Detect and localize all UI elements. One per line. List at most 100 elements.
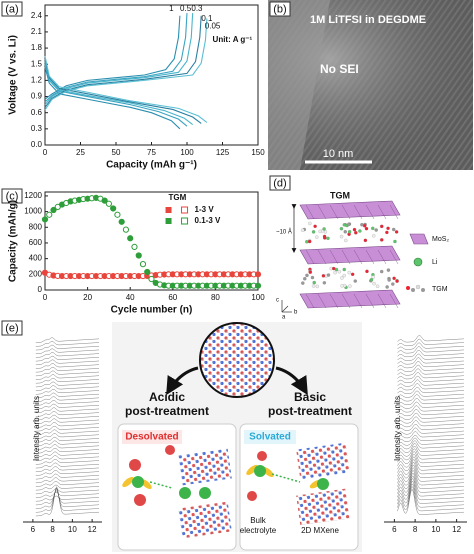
spectrum-trace xyxy=(397,486,464,512)
spectrum-trace xyxy=(35,447,99,454)
x-tick-label: 20 xyxy=(83,293,92,302)
structure-title: TGM xyxy=(330,190,350,200)
spectrum-trace xyxy=(35,433,100,439)
spectrum-trace xyxy=(397,478,464,500)
data-point xyxy=(110,205,117,212)
molecule-atom xyxy=(315,284,319,289)
spectrum-trace xyxy=(397,453,464,468)
y-tick-label: 0.3 xyxy=(31,124,43,133)
molecule-atom xyxy=(333,270,337,275)
legend-label: 0.1-3 V xyxy=(195,216,221,225)
molecule-atom xyxy=(391,282,395,286)
molecule-atom xyxy=(323,236,327,240)
axis-name: a xyxy=(282,315,286,321)
molecule-atom xyxy=(344,238,348,243)
data-point xyxy=(105,200,113,207)
molecule-atom xyxy=(365,269,369,274)
spectrum-trace xyxy=(397,448,464,461)
spectrum-trace xyxy=(35,392,99,399)
layer-edge xyxy=(341,249,351,265)
y-tick-label: 0.0 xyxy=(31,140,43,149)
molecule-atom xyxy=(303,277,307,281)
data-line xyxy=(44,13,194,125)
spectrum-trace xyxy=(397,412,464,420)
state-bg xyxy=(122,430,182,444)
scheme-caption: electrolyte xyxy=(240,526,277,535)
x-tick-label: 75 xyxy=(147,148,156,157)
y-tick-label: 1.8 xyxy=(31,43,43,52)
spectrum-trace xyxy=(35,469,100,476)
panel-label-box xyxy=(1,320,23,336)
panel-label: (d) xyxy=(273,177,286,189)
x-tick-label: 125 xyxy=(216,148,230,157)
mxene-sheet xyxy=(178,448,232,486)
spectrum-trace xyxy=(35,407,100,413)
molecule-atom xyxy=(392,276,396,280)
spectrum-trace xyxy=(397,376,464,383)
molecule-atom xyxy=(375,284,380,288)
panel-label-box xyxy=(269,175,291,191)
molecule-atom xyxy=(394,230,399,234)
spectrum-trace xyxy=(397,424,464,431)
spectrum-trace xyxy=(35,348,100,354)
x-tick-label: 50 xyxy=(112,148,121,157)
data-point xyxy=(254,271,262,278)
data-line xyxy=(44,18,208,123)
spectrum-trace xyxy=(397,437,464,446)
spectrum-trace xyxy=(397,368,464,376)
spectrum-trace xyxy=(35,396,100,402)
x-tick-label: 0 xyxy=(43,148,48,157)
scheme-caption: Bulk xyxy=(250,516,267,525)
molecule-atom xyxy=(311,230,316,234)
spectrum-trace xyxy=(35,418,99,424)
molecule-atom xyxy=(395,279,399,283)
molecule-atom xyxy=(313,224,317,228)
spectrum-trace xyxy=(35,473,99,480)
spectrum-trace xyxy=(397,409,464,416)
y-tick-label: 200 xyxy=(29,269,43,278)
axis-name: c xyxy=(276,298,279,304)
spectrum-trace xyxy=(35,444,99,450)
x-tick-label: 10 xyxy=(68,525,77,534)
ions xyxy=(122,445,329,506)
x-tick-label: 60 xyxy=(168,293,177,302)
legend-mos2-icon xyxy=(409,233,429,245)
layer-edge xyxy=(305,249,315,265)
legend-label: MoS₂ xyxy=(432,236,449,243)
spectrum-trace xyxy=(397,350,464,357)
layer-edge xyxy=(305,293,315,309)
spectrum-trace xyxy=(35,440,100,447)
scheme-title: Acidic xyxy=(149,390,185,404)
spectrum-trace xyxy=(397,481,464,504)
spectrum-trace xyxy=(397,483,464,508)
molecule-atom xyxy=(326,273,331,277)
y-axis-title: Intensity arb. units xyxy=(393,396,402,461)
data-point xyxy=(101,197,108,204)
molecule-atom xyxy=(347,230,352,234)
data-point xyxy=(114,211,121,218)
arrow xyxy=(275,366,308,396)
molecule-atom xyxy=(386,268,391,272)
panel-label-box xyxy=(1,188,23,204)
molecule-atom xyxy=(380,238,384,242)
spectrum-trace xyxy=(397,361,464,369)
y-tick-label: 600 xyxy=(29,238,43,247)
molecule-atom xyxy=(380,224,384,229)
spectrum-trace xyxy=(397,464,464,482)
spectrum-trace xyxy=(397,372,464,380)
spectrum-trace xyxy=(397,443,464,453)
molecule-atom xyxy=(380,269,384,274)
spectrum-trace xyxy=(35,481,99,487)
legend-tgm-icon xyxy=(406,284,425,292)
series-label: 0.05 xyxy=(205,22,221,31)
molecule-atom xyxy=(321,274,326,278)
layer-edge xyxy=(329,293,339,309)
y-tick-label: 1000 xyxy=(24,207,42,216)
spectrum-trace xyxy=(397,364,464,372)
scheme-title: post-treatment xyxy=(268,404,352,418)
molecule-atom xyxy=(310,275,315,280)
data-point xyxy=(118,218,125,225)
series-label: 0.3 xyxy=(191,4,203,13)
molecule-atom xyxy=(305,273,309,278)
legend-marker xyxy=(165,207,172,213)
